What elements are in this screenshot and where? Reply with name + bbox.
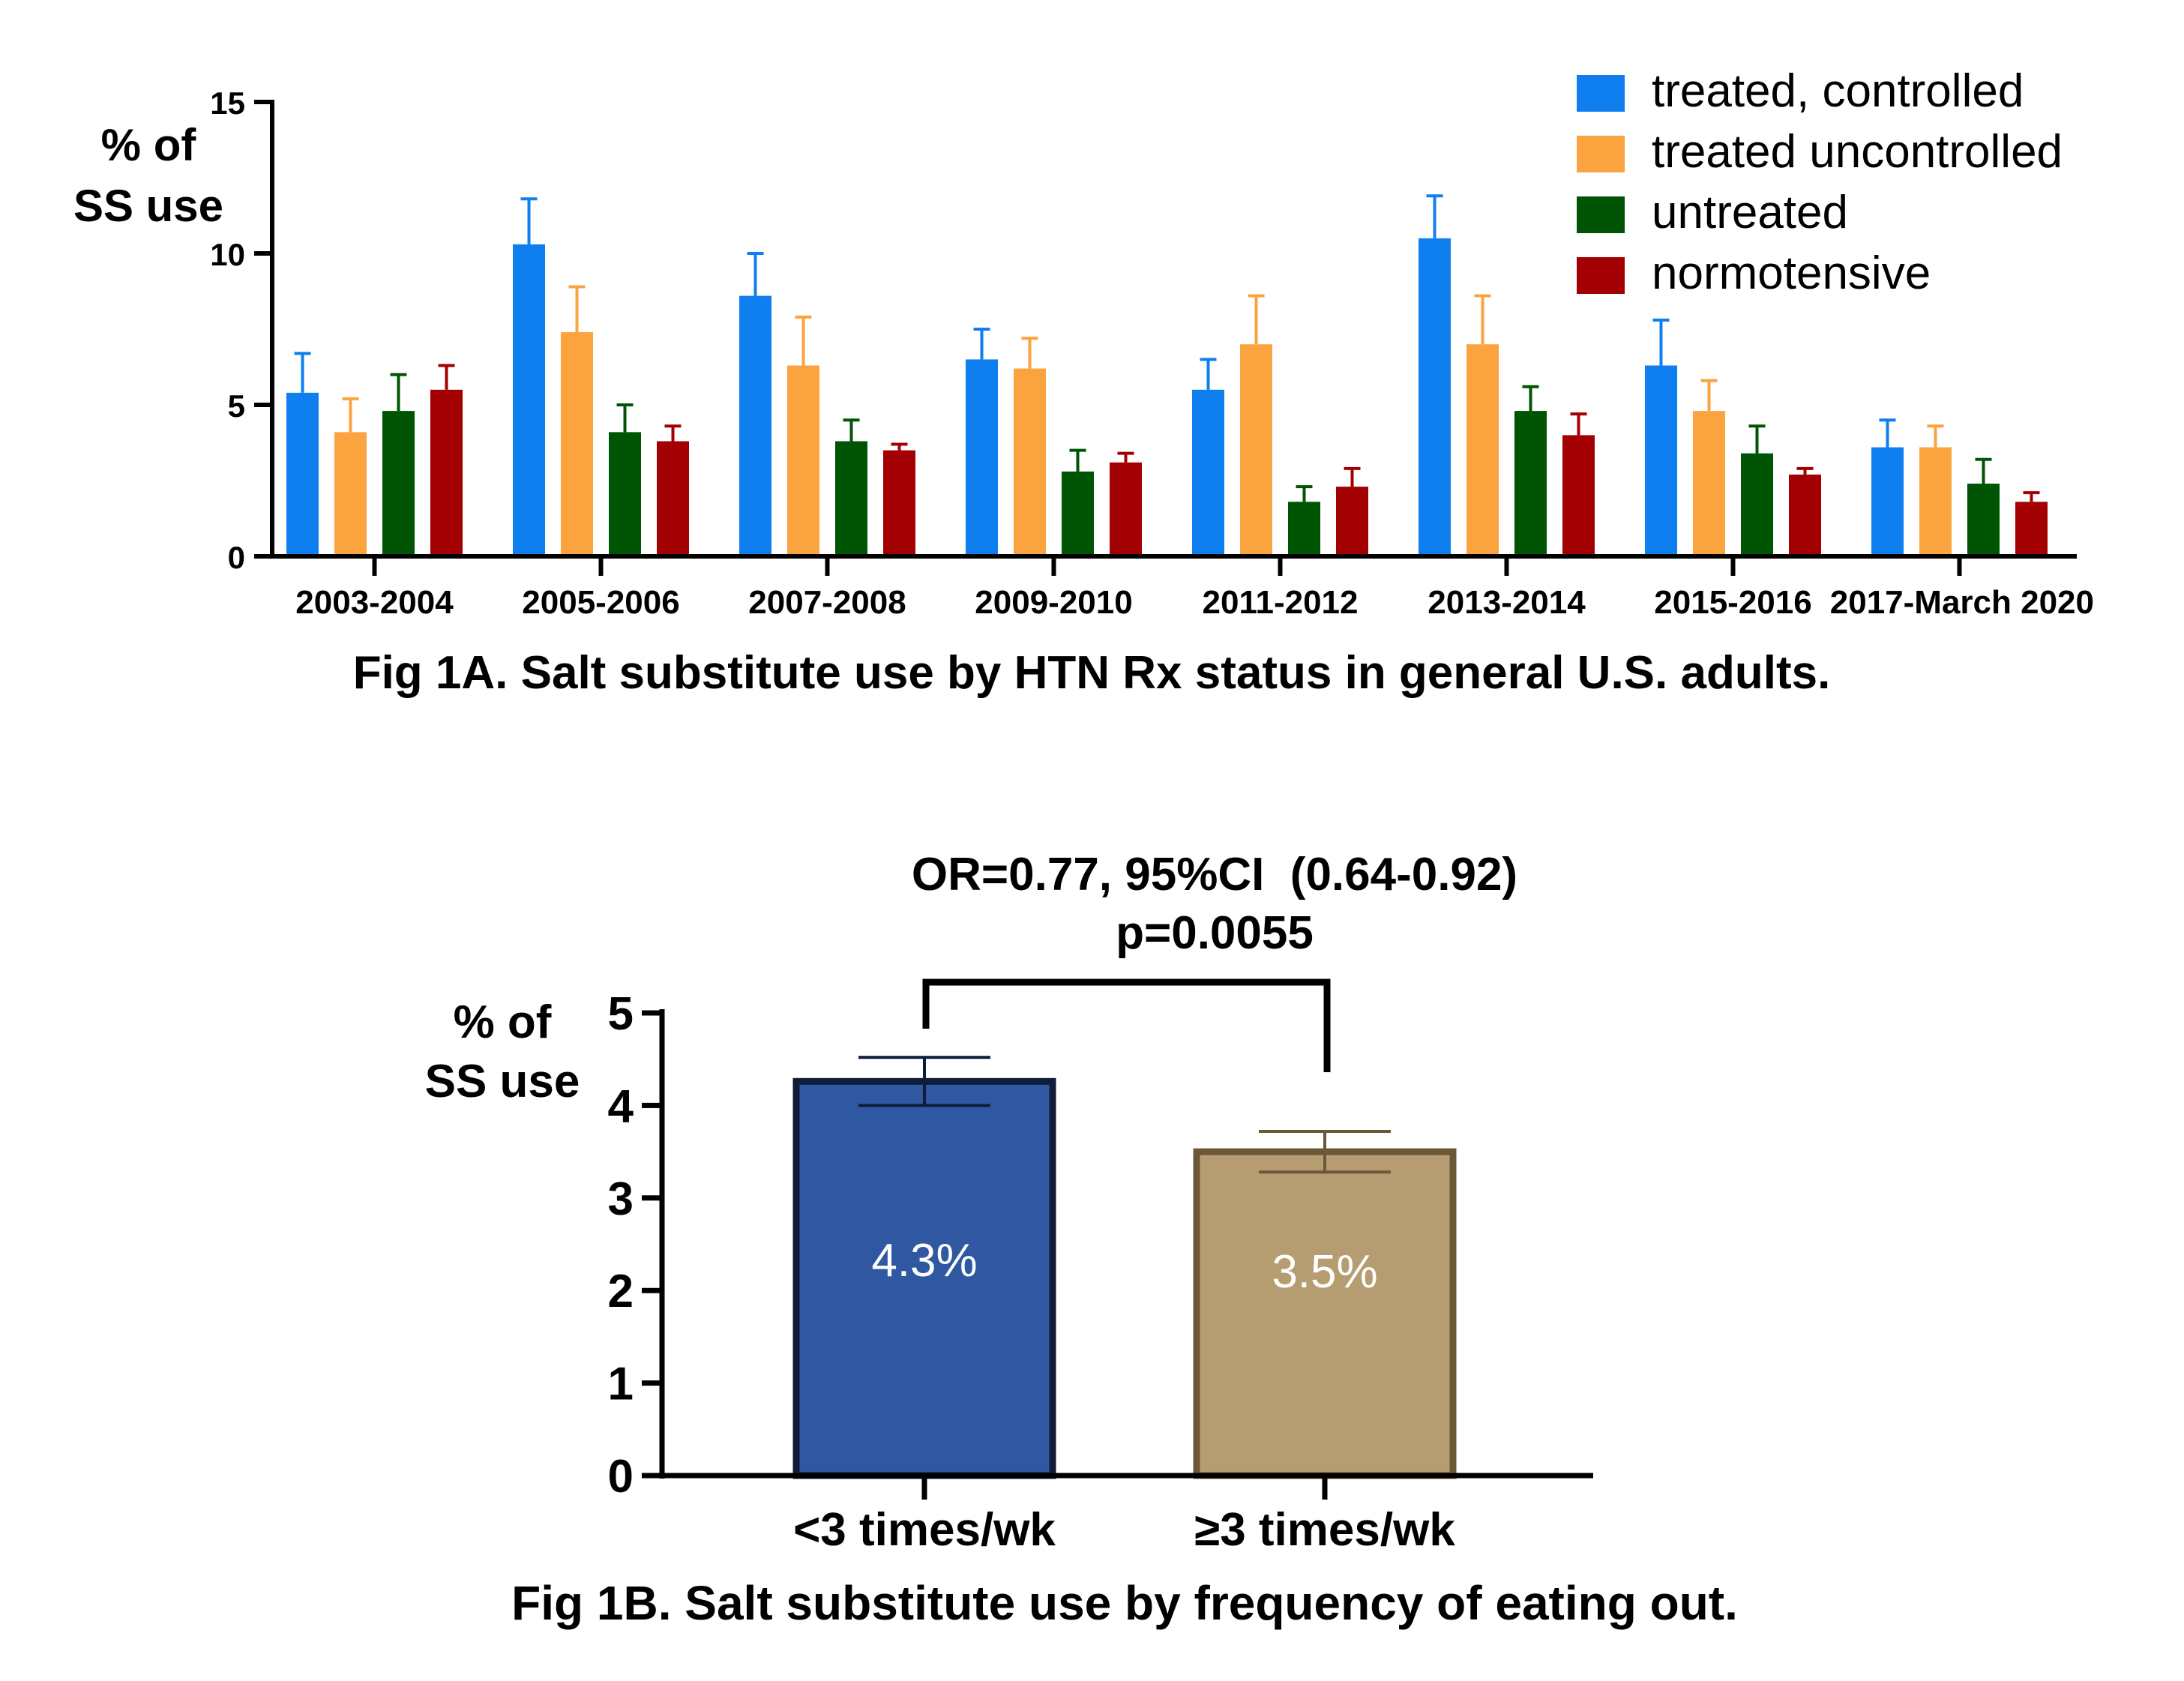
fig-1a-bar [1110,462,1142,556]
fig-1a-bar [513,244,545,556]
fig-1a-bar [430,389,463,556]
fig-1a-bar [1336,487,1368,556]
fig-1a-x-tick-label: 2009-2010 [975,584,1132,621]
fig-1a-bar [787,365,819,556]
fig-1b-y-tick-label: 4 [608,1080,634,1132]
fig-1a-bar [1514,411,1547,556]
fig-1b-x-axis-ticks: <3 times/wk ≥3 times/wk [793,1476,1455,1556]
fig-1a-bar [2015,502,2048,556]
fig-1a-bar [835,441,867,556]
fig-1a-y-tick-label: 5 [228,388,245,424]
fig-1a-error-bars [294,194,2040,502]
fig-1b-y-tick-label: 3 [608,1173,634,1225]
fig-1a-ylabel-line2: SS use [73,181,223,231]
fig-1a-x-tick-label: 2011-2012 [1203,584,1359,621]
fig-1b-y-tick-label: 0 [608,1451,634,1503]
fig-1b-y-axis-ticks: 0 1 2 3 4 5 [608,988,662,1503]
fig-1a-bar [1192,389,1224,556]
fig-1a-bar [334,432,367,556]
fig-1a-bar [382,411,415,556]
fig-1a-legend: treated, controlled treated uncontrolled u… [1577,65,2063,299]
fig-1a-bars [286,238,2048,556]
fig-1b-bar [1193,1148,1457,1479]
fig-1b-y-tick-label: 2 [608,1266,634,1317]
fig-1a-x-tick-label: 2013-2014 [1428,584,1586,621]
fig-1a-bar [1871,447,1904,556]
fig-1a-bar [1288,502,1320,556]
fig-1a-bar [1466,344,1499,556]
fig-1a-bar [1967,484,2000,556]
fig-1a-y-tick-label: 10 [210,237,245,272]
fig-1a-bar [609,432,641,556]
fig-1a-bar [1062,471,1094,556]
fig-1a-y-tick-label: 0 [228,540,245,575]
fig-1a-bar [1014,368,1046,556]
fig-1a-x-tick-label: 2017-March 2020 [1830,584,2094,621]
fig-1a-bar [1919,447,1952,556]
fig-1b-y-tick-label: 1 [608,1359,634,1410]
fig-1b-title: Fig 1B. Salt substitute use by frequency… [511,1576,1738,1630]
fig-1a-y-axis-ticks: 0 5 10 15 [210,85,272,575]
fig-1b-annotation-line2: p=0.0055 [1116,907,1314,959]
legend-label: untreated [1652,187,1848,238]
fig-1a-x-axis-ticks: 2003-2004 2005-2006 2007-2008 2009-2010 2011… [295,556,2094,621]
fig-1a-ylabel-line1: % of [101,120,197,170]
fig-1a-x-tick-label: 2015-2016 [1654,584,1811,621]
fig-1b-x-tick-label: ≥3 times/wk [1194,1504,1455,1556]
fig-1b-ylabel-line1: % of [454,996,552,1048]
fig-1b-chart: OR=0.77, 95%CI (0.64-0.92) p=0.0055 % of… [425,849,1738,1630]
legend-swatch [1577,196,1625,233]
fig-1a-bar [561,332,593,556]
fig-1a-bar [739,295,771,556]
fig-1a-x-tick-label: 2003-2004 [295,584,454,621]
legend-swatch [1577,75,1625,112]
fig-1a-title: Fig 1A. Salt substitute use by HTN Rx st… [353,647,1831,699]
fig-1b-bar-label: 4.3% [871,1235,977,1287]
fig-1b-y-tick-label: 5 [608,988,634,1040]
legend-swatch [1577,257,1625,294]
fig-1a-bar [1645,365,1677,556]
fig-1a-bar [657,441,689,556]
fig-1b-bar [792,1077,1056,1479]
fig-1a-y-tick-label: 15 [210,85,245,121]
fig-1a-bar [1789,474,1821,556]
fig-1a-x-tick-label: 2007-2008 [748,584,906,621]
fig-1a-bar [1419,238,1451,556]
fig-1a-bar [1240,344,1272,556]
fig-1a-bar [1562,435,1595,556]
fig-1a-bar [1693,411,1725,556]
fig-1a-bar [883,450,915,556]
fig-1b-x-tick-label: <3 times/wk [793,1504,1056,1556]
fig-1b-annotation-line1: OR=0.77, 95%CI (0.64-0.92) [912,849,1517,900]
fig-1a-bar [966,359,998,556]
fig-1b-ylabel-line2: SS use [425,1056,580,1107]
significance-bracket [922,978,1331,1072]
legend-label: treated uncontrolled [1652,126,2063,178]
fig-1a-x-tick-label: 2005-2006 [522,584,679,621]
legend-swatch [1577,136,1625,172]
fig-1a-bar [1741,453,1773,556]
legend-label: normotensive [1652,247,1931,299]
legend-label: treated, controlled [1652,65,2024,117]
fig-1b-bars: 4.3% 3.5% [792,1056,1457,1479]
fig-1a-bar [286,392,319,556]
fig-1b-bar-label: 3.5% [1272,1246,1377,1298]
